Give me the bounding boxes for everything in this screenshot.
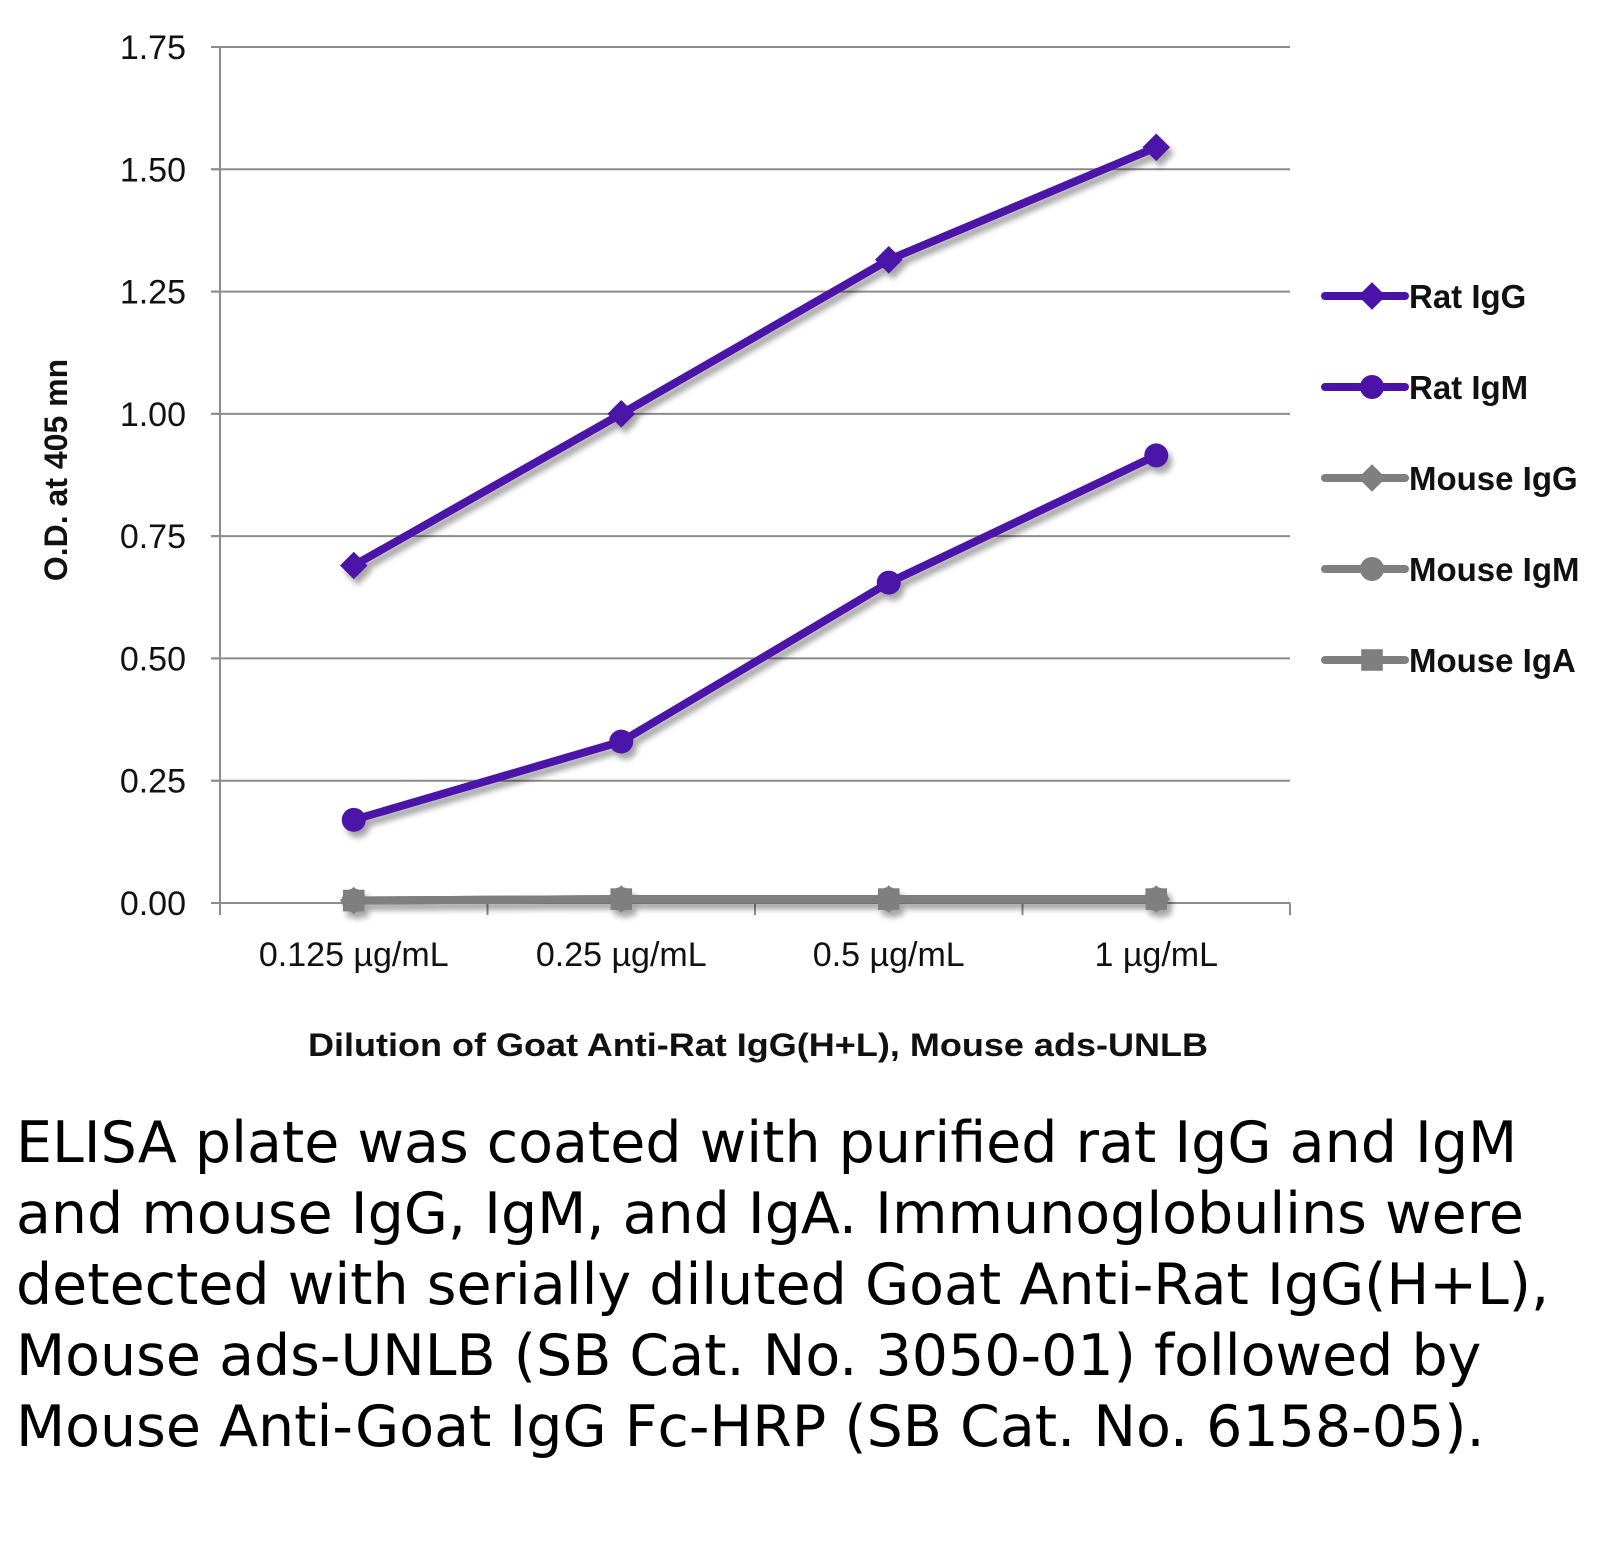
x-tick-label: 1 µg/mL — [1094, 936, 1218, 974]
legend-marker-mouse-iga — [1361, 649, 1383, 671]
figure-caption: ELISA plate was coated with purified rat… — [16, 1110, 1550, 1460]
y-tick-label: 1.50 — [120, 151, 186, 189]
y-tick-label: 0.50 — [120, 640, 186, 678]
series-line-mouse-igg — [349, 895, 1161, 905]
data-point-rat-igg — [874, 245, 903, 274]
data-point-mouse-igg — [1142, 885, 1171, 913]
data-point-rat-igg — [1142, 133, 1171, 162]
data-point-rat-igg — [339, 551, 368, 580]
y-tick-label: 1.25 — [120, 274, 186, 312]
data-point-mouse-igg — [874, 885, 903, 913]
y-axis-title: O.D. at 405 mn — [38, 359, 74, 581]
data-point-rat-igm — [876, 570, 901, 595]
gridlines — [211, 46, 1290, 782]
series-line-rat-igg — [349, 143, 1161, 570]
y-tick-label: 1.75 — [120, 29, 186, 67]
data-point-rat-igm — [1144, 443, 1169, 468]
y-tick-label: 0.25 — [120, 763, 186, 801]
data-point-rat-igm — [609, 729, 634, 754]
legend-marker-rat-igm — [1360, 375, 1384, 399]
data-point-rat-igm — [341, 807, 366, 832]
data-point-rat-igg — [607, 400, 636, 428]
series-line-rat-igm — [349, 451, 1161, 824]
legend-label-rat-igm: Rat IgM — [1409, 369, 1528, 406]
x-axis-title: Dilution of Goat Anti-Rat IgG(H+L), Mous… — [308, 1027, 1208, 1063]
data-series — [339, 133, 1171, 915]
y-axis-ticks: 0.00 0.25 0.50 0.75 1.00 1.25 1.50 1.75 — [120, 29, 220, 923]
elisa-line-chart: 0.00 0.25 0.50 0.75 1.00 1.25 1.50 1.75 0.125 µ… — [38, 29, 1580, 1063]
legend-marker-mouse-igg — [1358, 464, 1386, 492]
legend: Rat IgG Rat IgM Mouse IgG Mouse IgM Mouse Ig… — [1321, 278, 1580, 679]
legend-label-mouse-igg: Mouse IgG — [1409, 460, 1578, 497]
axes — [211, 47, 1290, 904]
legend-label-rat-igg: Rat IgG — [1409, 278, 1526, 315]
x-tick-label: 0.5 µg/mL — [813, 936, 965, 974]
data-point-mouse-igg — [607, 885, 636, 913]
x-tick-label: 0.125 µg/mL — [259, 936, 449, 974]
legend-marker-rat-igg — [1358, 282, 1386, 310]
y-tick-label: 1.00 — [120, 396, 186, 434]
y-tick-label: 0.75 — [120, 518, 186, 556]
x-tick-label: 0.25 µg/mL — [536, 936, 707, 974]
legend-label-mouse-iga: Mouse IgA — [1409, 642, 1576, 679]
x-axis-ticks: 0.125 µg/mL 0.25 µg/mL 0.5 µg/mL 1 µg/mL — [219, 903, 1291, 974]
y-tick-label: 0.00 — [120, 885, 186, 923]
legend-marker-mouse-igm — [1360, 557, 1384, 581]
legend-label-mouse-igm: Mouse IgM — [1409, 551, 1580, 588]
data-point-mouse-igg — [339, 886, 368, 915]
